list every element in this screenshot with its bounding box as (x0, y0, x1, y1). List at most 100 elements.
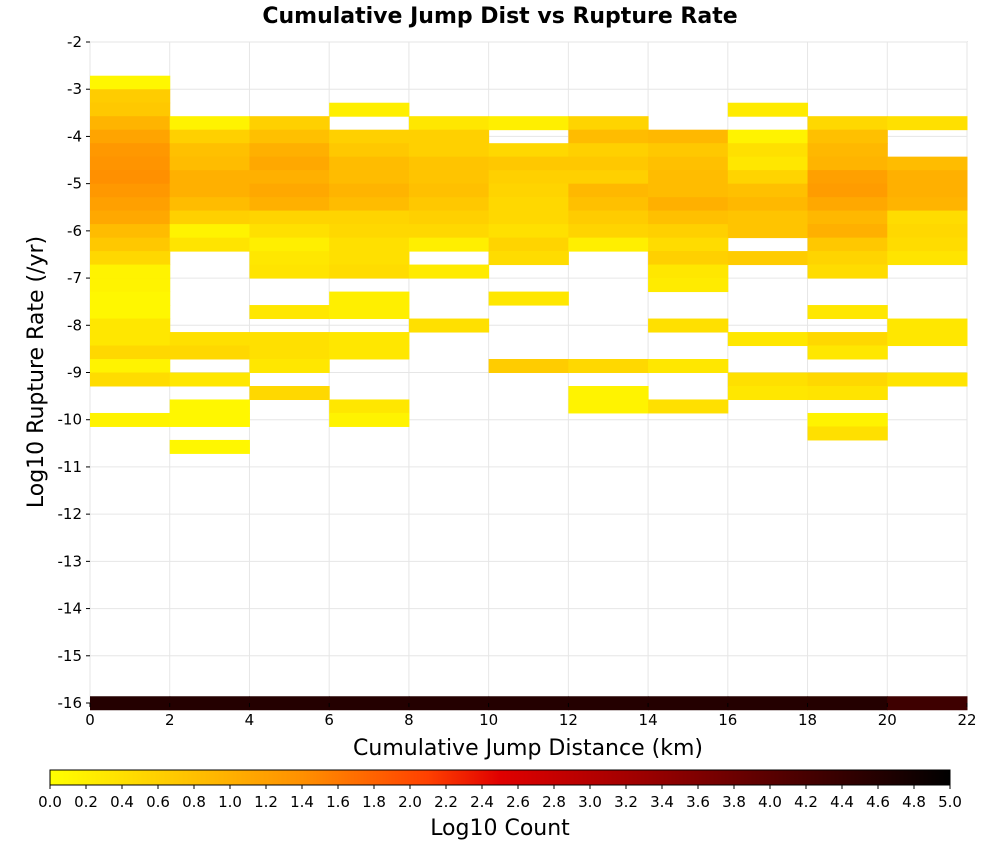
heatmap-cell (329, 102, 410, 117)
heatmap-cell (887, 197, 968, 212)
heatmap-cell (169, 129, 250, 144)
heatmap-cell (329, 156, 410, 171)
heatmap-cell (249, 116, 330, 131)
heatmap-cell (329, 170, 410, 185)
heatmap-cell (887, 116, 968, 131)
heatmap-cell (648, 399, 729, 414)
y-tick-label: -9 (67, 364, 82, 382)
heatmap-cell (807, 129, 888, 144)
heatmap-cell (408, 264, 490, 279)
heatmap-cell (648, 224, 729, 239)
heatmap-cell (329, 143, 410, 158)
colorbar-tick-label: 4.2 (794, 793, 818, 811)
x-tick-label: 14 (639, 711, 658, 729)
heatmap-cell (408, 170, 490, 185)
heatmap-cell (249, 251, 330, 266)
x-axis-ticks: 0 2 4 6 8 10 12 14 16 18 20 22 (85, 703, 977, 729)
colorbar-gradient (49, 769, 951, 786)
heatmap-cell (249, 197, 330, 212)
heatmap-cell (568, 183, 649, 198)
heatmap-cell (329, 291, 410, 306)
heatmap-cell (169, 197, 250, 212)
heatmap-cell (727, 386, 809, 400)
heatmap-cell (648, 264, 729, 279)
heatmap-cell (807, 305, 888, 320)
heatmap-cell (329, 345, 410, 360)
heatmap-cell (249, 170, 330, 185)
colorbar-tick-label: 1.0 (218, 793, 242, 811)
heatmap-cell (249, 237, 330, 252)
y-tick-label: -16 (58, 694, 83, 712)
heatmap-cell (90, 412, 171, 427)
heatmap-cell (807, 183, 888, 198)
heatmap-cell (648, 696, 729, 711)
heatmap-cell (807, 143, 888, 158)
heatmap-cell (568, 359, 649, 373)
heatmap-cell (90, 318, 171, 333)
heatmap-cell (90, 332, 171, 347)
heatmap-cell (329, 332, 410, 347)
heatmap-cell (408, 696, 490, 711)
heatmap-cell (568, 197, 649, 212)
heatmap-cell (90, 251, 171, 266)
heatmap-cell (249, 305, 330, 320)
heatmap-cell (329, 264, 410, 279)
y-axis-ticks: -2 -3 -4 -5 -6 -7 -8 -9 -10 -11 -12 -13 -14 -15 -16 (58, 33, 90, 712)
heatmap-cell (568, 386, 649, 400)
y-tick-label: -13 (58, 552, 83, 570)
heatmap-cell (488, 291, 569, 306)
x-tick-label: 18 (798, 711, 817, 729)
y-tick-label: -5 (67, 175, 82, 193)
colorbar-tick-label: 4.4 (830, 793, 854, 811)
colorbar-tick-label: 2.4 (470, 793, 494, 811)
colorbar-tick-label: 3.6 (686, 793, 710, 811)
heatmap-cell (488, 696, 569, 711)
colorbar-tick-label: 4.6 (866, 793, 890, 811)
colorbar-tick-label: 0.6 (146, 793, 170, 811)
heatmap-cell (727, 332, 809, 347)
heatmap-cell (727, 183, 809, 198)
heatmap-cell (249, 332, 330, 347)
heatmap-cell (90, 143, 171, 158)
heatmap-cell (568, 224, 649, 239)
heatmap-cell (408, 116, 490, 131)
y-tick-label: -4 (67, 127, 82, 145)
colorbar-tick-label: 3.8 (722, 793, 746, 811)
heatmap-cell (727, 372, 809, 387)
y-tick-label: -14 (58, 600, 83, 618)
heatmap-cell (568, 116, 649, 131)
y-tick-label: -10 (58, 411, 83, 429)
heatmap-cell (408, 183, 490, 198)
heatmap-cell (90, 305, 171, 320)
heatmap-cell (568, 210, 649, 225)
heatmap-cell (169, 696, 250, 711)
heatmap-cell (249, 264, 330, 279)
heatmap-cell (169, 332, 250, 347)
heatmap-cell (329, 129, 410, 144)
colorbar-tick-label: 1.6 (326, 793, 350, 811)
heatmap-cell (648, 251, 729, 266)
heatmap-cell (90, 210, 171, 225)
heatmap-cell (169, 237, 250, 252)
heatmap-cell (329, 237, 410, 252)
heatmap-cell (90, 102, 171, 117)
y-tick-label: -15 (58, 647, 83, 665)
heatmap-cell (727, 210, 809, 225)
heatmap-cell (169, 156, 250, 171)
heatmap-cell (727, 129, 809, 144)
heatmap-cell (90, 183, 171, 198)
heatmap-cell (169, 439, 250, 454)
heatmap-cell (169, 224, 250, 239)
heatmap-cell (727, 251, 809, 266)
heatmap-cell (90, 359, 171, 373)
heatmap-cell (488, 197, 569, 212)
heatmap-cell (807, 386, 888, 400)
y-tick-label: -12 (58, 505, 83, 523)
x-tick-label: 2 (165, 711, 175, 729)
heatmap-cell (807, 372, 888, 387)
heatmap-cell (887, 156, 968, 171)
heatmap-cell (329, 696, 410, 711)
heatmap-cell (727, 143, 809, 158)
heatmap-cell (648, 129, 729, 144)
colorbar-tick-label: 4.0 (758, 793, 782, 811)
